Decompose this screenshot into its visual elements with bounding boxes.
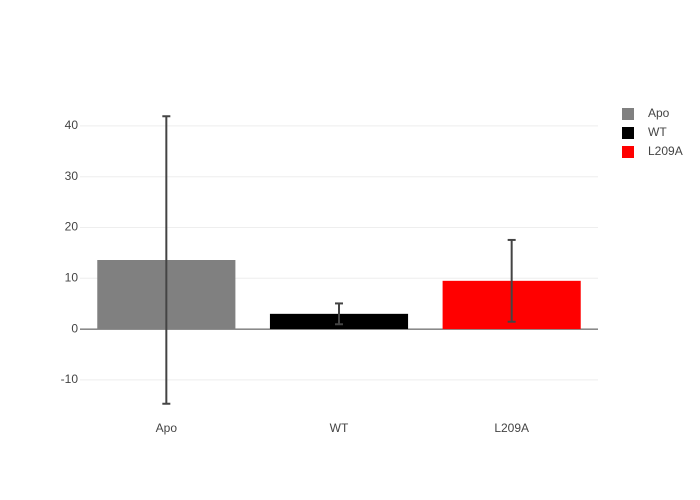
x-tick-label: WT: [330, 421, 349, 435]
y-tick-label: 0: [71, 321, 78, 335]
y-tick-label: 20: [65, 220, 79, 234]
legend-swatch: [622, 127, 634, 139]
x-tick-label: Apo: [156, 421, 178, 435]
y-tick-label: 30: [65, 169, 79, 183]
legend-label: Apo: [648, 106, 670, 120]
legend-swatch: [622, 108, 634, 120]
error-bar: [507, 238, 516, 323]
x-tick-label: L209A: [494, 421, 529, 435]
y-tick-label: 10: [65, 270, 79, 284]
y-tick-label: -10: [61, 372, 79, 386]
error-bar: [162, 115, 171, 405]
legend-label: L209A: [648, 144, 683, 158]
legend-swatch: [622, 146, 634, 158]
y-tick-label: 40: [65, 118, 79, 132]
error-bar: [335, 302, 343, 326]
legend-label: WT: [648, 125, 667, 139]
